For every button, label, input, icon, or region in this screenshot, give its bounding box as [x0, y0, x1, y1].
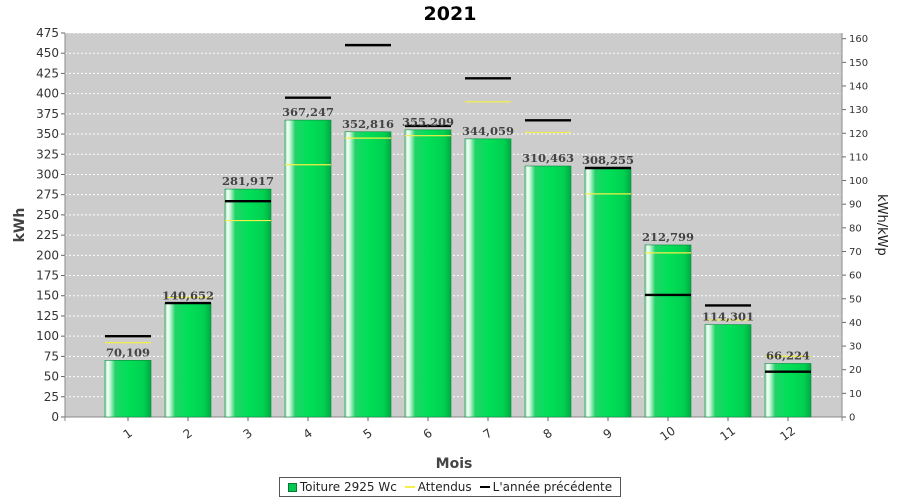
bar	[704, 324, 752, 418]
y-tick-label: 25	[44, 390, 59, 404]
y-tick-label: 175	[36, 269, 59, 283]
bar-value-label: 355,209	[402, 115, 454, 129]
y2-tick-label: 130	[849, 105, 868, 116]
y2-tick-label: 140	[849, 81, 868, 92]
bar-value-label: 308,255	[582, 153, 634, 167]
x-tick-label: 10	[657, 424, 678, 444]
bar-value-label: 352,816	[342, 117, 394, 131]
x-tick-label: 5	[361, 426, 375, 442]
y-tick-label: 250	[36, 208, 59, 222]
data-labels: 70,109 140,652 281,917 367,247 352,816 355,20…	[106, 105, 810, 362]
bar-value-label: 281,917	[222, 174, 274, 188]
y-tick-label: 125	[36, 309, 59, 323]
bar-value-label: 344,059	[462, 124, 514, 138]
y-tick-label: 150	[36, 289, 59, 303]
bar	[524, 165, 572, 418]
y2-tick-label: 110	[849, 152, 868, 163]
y-tick-label: 400	[36, 87, 59, 101]
legend-label-previous-year: L'année précédente	[492, 480, 613, 494]
y2-tick-label: 60	[849, 271, 862, 282]
y-tick-label: 75	[44, 349, 59, 363]
y-tick-label: 425	[36, 66, 59, 80]
y2-tick-label: 70	[849, 247, 862, 258]
bar	[464, 138, 512, 418]
chart-title: 2021	[424, 3, 477, 25]
legend-label-production: Toiture 2925 Wc	[299, 480, 397, 494]
bar	[164, 302, 212, 418]
x-tick-label: 6	[421, 426, 435, 442]
x-tick-label: 11	[717, 424, 738, 444]
y-tick-label: 50	[44, 370, 59, 384]
y2-tick-label: 160	[849, 34, 868, 45]
y2-axis-label: kWh/kWp	[874, 194, 889, 256]
legend-label-expected: Attendus	[417, 480, 472, 494]
x-tick-label: 12	[777, 424, 798, 444]
x-tick-label: 2	[181, 426, 195, 442]
legend-swatch-yellow	[404, 486, 415, 488]
x-tick-label: 3	[241, 426, 255, 442]
markers	[105, 43, 811, 373]
y2-tick-label: 10	[849, 389, 862, 400]
y-tick-label: 375	[36, 107, 59, 121]
bar	[644, 244, 692, 418]
y-tick-label: 275	[36, 188, 59, 202]
bar-value-label: 367,247	[282, 105, 334, 119]
bars	[104, 119, 812, 418]
y2-tick-label: 120	[849, 129, 868, 140]
legend: Toiture 2925 Wc Attendus L'année précéde…	[279, 477, 621, 497]
y2-tick-label: 150	[849, 58, 868, 69]
bar-value-label: 70,109	[106, 345, 150, 359]
legend-swatch-green	[287, 482, 297, 492]
bar	[224, 188, 272, 418]
y-tick-label: 475	[36, 26, 59, 40]
bar-value-label: 114,301	[702, 310, 754, 324]
x-tick-label: 8	[541, 426, 555, 442]
y-tick-label: 350	[36, 127, 59, 141]
y-tick-label: 300	[36, 167, 59, 181]
y2-tick-label: 50	[849, 294, 862, 305]
bar-value-label: 66,224	[766, 348, 810, 362]
x-tick-label: 9	[601, 426, 615, 442]
y-tick-label: 200	[36, 248, 59, 262]
bar	[344, 131, 392, 418]
y-axis-label: kWh	[12, 208, 28, 243]
bar	[584, 167, 632, 418]
x-tick-label: 7	[481, 426, 495, 442]
legend-item-previous-year: L'année précédente	[479, 480, 613, 494]
bar-value-label: 140,652	[162, 288, 214, 302]
bar-value-label: 212,799	[642, 230, 694, 244]
bar-value-label: 310,463	[522, 151, 574, 165]
legend-item-production: Toiture 2925 Wc	[287, 480, 397, 494]
x-tick-label: 1	[121, 426, 135, 442]
y2-tick-label: 80	[849, 223, 862, 234]
y-tick-label: 325	[36, 147, 59, 161]
y2-tick-label: 40	[849, 318, 862, 329]
y-tick-label: 450	[36, 46, 59, 60]
y-tick-label: 0	[51, 410, 59, 424]
y2-tick-label: 20	[849, 365, 862, 376]
legend-swatch-black	[479, 486, 490, 488]
y-tick-label: 100	[36, 329, 59, 343]
x-axis-label: Mois	[436, 456, 473, 472]
bar	[284, 119, 332, 418]
y2-tick-label: 30	[849, 342, 862, 353]
y2-tick-label: 100	[849, 176, 868, 187]
y2-tick-label: 90	[849, 200, 862, 211]
bar	[104, 360, 152, 418]
bar	[404, 129, 452, 418]
x-tick-label: 4	[301, 426, 315, 442]
y-tick-label: 225	[36, 228, 59, 242]
y2-tick-label: 0	[849, 413, 855, 424]
legend-item-expected: Attendus	[404, 480, 472, 494]
